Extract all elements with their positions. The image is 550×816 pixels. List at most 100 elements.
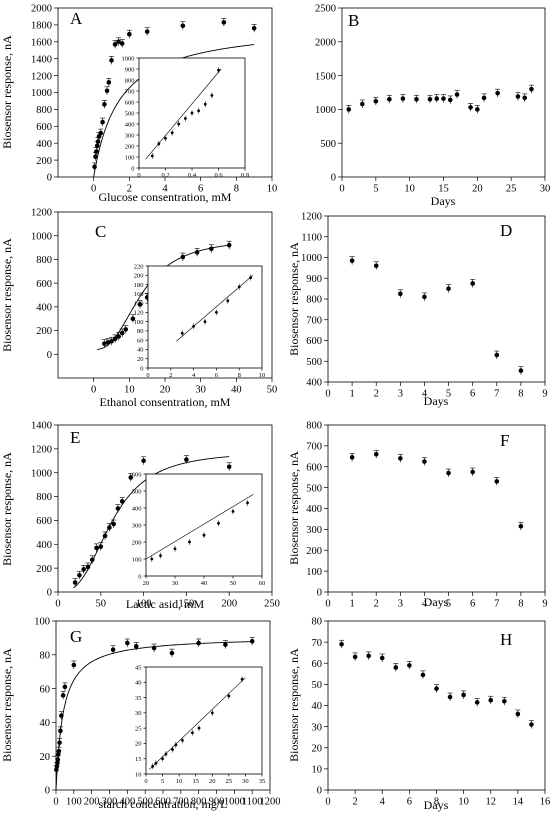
panel-a-ytick-label: 400	[36, 139, 52, 150]
inset-data-point	[164, 136, 167, 140]
inset-data-point	[237, 285, 241, 289]
inset-g-ytick-label: 40	[135, 680, 142, 687]
panel-f-ytick-label: 800	[306, 421, 322, 432]
data-point	[137, 302, 143, 307]
data-point	[461, 692, 466, 698]
panel-letter: D	[500, 221, 512, 240]
data-point	[110, 647, 116, 653]
panel-d-ytick-label: 700	[306, 315, 322, 326]
panel-d-ytick-label: 900	[306, 274, 322, 285]
inset-data-point	[159, 554, 162, 557]
inset-e: 0 100 200 300 400 500 600 20 30 40 50 60	[132, 471, 266, 587]
panel-b-ytick-label: 1000	[315, 105, 336, 116]
data-point	[109, 338, 114, 344]
inset-e-xtick-label: 50	[230, 580, 237, 587]
data-point	[102, 341, 107, 346]
data-point	[123, 327, 129, 332]
panel-c-xtick-label: 10	[124, 385, 135, 396]
panel-h-ytick-label: 30	[312, 722, 323, 733]
inset-data-point	[246, 501, 249, 505]
data-point	[393, 665, 399, 670]
panel-c-ytick-label: 800	[36, 255, 52, 266]
inset-data-point	[197, 109, 201, 113]
inset-data-point	[183, 117, 187, 120]
data-point	[96, 134, 102, 139]
panel-f-ytick-label: 700	[306, 442, 322, 453]
panel-f-ytick-label: 500	[306, 483, 322, 494]
panel-b-xtick-label: 20	[472, 184, 483, 195]
data-point	[59, 713, 64, 718]
inset-a-ytick-label: 0	[131, 165, 134, 172]
data-point	[427, 96, 433, 102]
panel-f-xtick-label: 1	[349, 599, 354, 610]
panel-f-ytick-label: 100	[306, 567, 322, 578]
data-point	[194, 250, 200, 255]
data-point	[373, 451, 379, 457]
panel-b-xtick-label: 25	[506, 184, 517, 195]
panel-a-ytick-label: 2000	[31, 4, 52, 15]
panel-g-xtick-label: 800	[191, 797, 207, 808]
data-point	[529, 722, 534, 727]
data-point	[94, 143, 100, 149]
data-point	[349, 455, 355, 460]
inset-data-point	[210, 711, 214, 715]
panel-g-ytick-label: 60	[40, 684, 51, 695]
panel-c-ytick-label: 0	[47, 350, 52, 361]
inset-e-ytick-label: 100	[132, 556, 142, 563]
data-point	[54, 767, 59, 773]
inset-g-ytick-label: 35	[135, 695, 142, 702]
data-point	[518, 368, 524, 373]
data-point	[119, 499, 125, 504]
panel-b-ytick-label: 0	[331, 173, 336, 184]
inset-a-ytick-label: 100	[125, 154, 135, 161]
panel-h-xtick-label: 4	[380, 797, 386, 808]
data-point	[180, 23, 186, 29]
data-point	[94, 149, 99, 154]
inset-data-point	[210, 94, 214, 97]
y-axis-label: Biosensor response, nA	[0, 238, 14, 352]
inset-e-ytick-label: 0	[138, 573, 141, 580]
panel-d-xtick-label: 1	[349, 389, 354, 400]
data-point	[107, 525, 112, 530]
panel-b-ytick-label: 2500	[315, 4, 336, 15]
panel-f-xtick-label: 8	[518, 599, 523, 610]
panel-c-xtick-label: 50	[267, 385, 278, 396]
y-axis-label: Biosensor response, nA	[287, 648, 301, 762]
inset-a-ytick-label: 600	[125, 99, 135, 106]
inset-data-point	[226, 299, 230, 303]
data-point	[141, 458, 146, 464]
panel-c-ytick-label: 1200	[31, 208, 52, 219]
data-point	[221, 20, 227, 25]
data-point	[446, 286, 451, 291]
panel-e-ytick-label: 200	[36, 564, 52, 575]
inset-a-xtick-label: 0.8	[241, 172, 249, 179]
panel-f-xtick-label: 0	[325, 599, 330, 610]
panel-g-xtick-label: 900	[209, 797, 225, 808]
panel-g-xtick-label: 0	[53, 797, 58, 808]
x-axis-label: Glucose consentration, mM	[99, 190, 232, 204]
panel-d-xtick-label: 5	[446, 389, 451, 400]
inset-c-ytick-label: 120	[134, 310, 144, 317]
data-point	[387, 96, 392, 102]
data-point	[366, 653, 371, 659]
data-point	[196, 640, 201, 646]
y-axis-label: Biosensor response, nA	[287, 242, 301, 356]
data-point	[434, 686, 439, 691]
inset-data-point	[164, 752, 168, 756]
inset-e-xtick-label: 60	[259, 580, 266, 587]
panel-d-frame	[327, 215, 546, 383]
data-point	[72, 580, 78, 585]
panel-e-ytick-label: 1400	[31, 421, 52, 432]
data-point	[481, 95, 487, 101]
panel-e-xtick-label: 150	[179, 599, 195, 610]
inset-data-point	[154, 761, 158, 765]
data-point	[60, 693, 66, 698]
inset-data-point	[161, 757, 164, 761]
panel-h-xtick-label: 6	[407, 797, 412, 808]
data-point	[495, 90, 500, 96]
data-point	[373, 98, 379, 104]
panel-d-ytick-label: 500	[306, 357, 322, 368]
inset-a-ytick-label: 500	[125, 110, 135, 117]
panel-b-xtick-label: 0	[339, 184, 344, 195]
panel-b-frame	[341, 7, 546, 178]
